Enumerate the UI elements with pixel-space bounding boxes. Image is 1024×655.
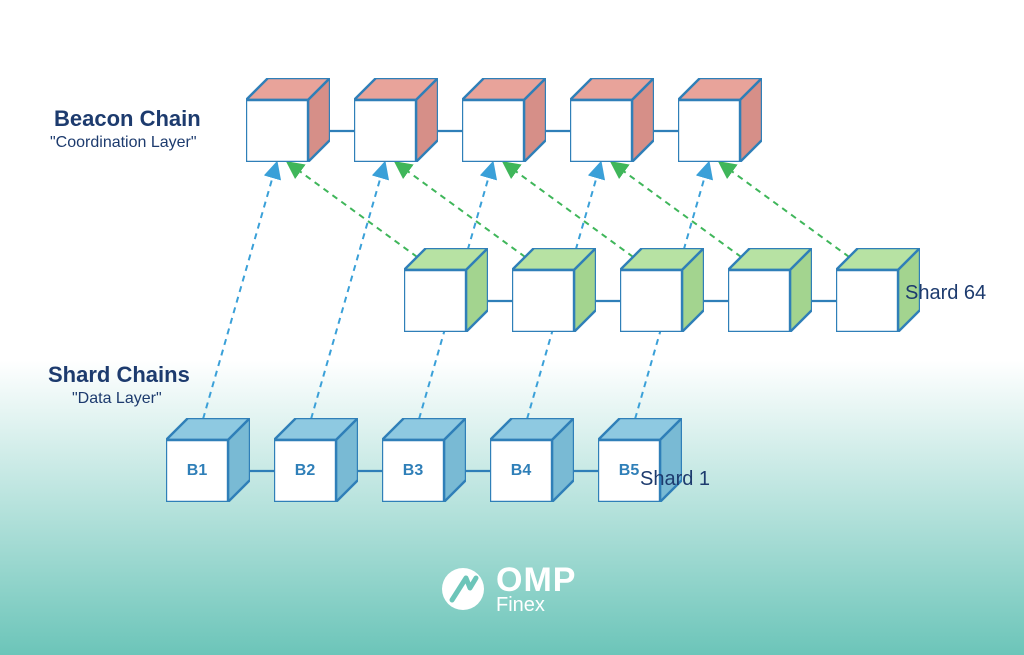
cube-beacon-2 (462, 78, 546, 162)
logo-text-1: OMP (496, 565, 576, 596)
cube-beacon-3 (570, 78, 654, 162)
cube-shard64-1 (512, 248, 596, 332)
cube-beacon-4 (678, 78, 762, 162)
beacon-chain-title: Beacon Chain (54, 106, 201, 132)
cube-label: B2 (274, 462, 336, 480)
cube-shard1-3: B4 (490, 418, 574, 502)
cube-shard1-1: B2 (274, 418, 358, 502)
cube-shard64-3 (728, 248, 812, 332)
shard-chains-title: Shard Chains (48, 362, 190, 388)
cube-label: B3 (382, 462, 444, 480)
logo-icon (440, 566, 486, 612)
shard-1-label: Shard 1 (640, 468, 710, 491)
cube-beacon-1 (354, 78, 438, 162)
cube-shard1-0: B1 (166, 418, 250, 502)
cube-shard64-2 (620, 248, 704, 332)
cube-shard64-0 (404, 248, 488, 332)
cube-beacon-0 (246, 78, 330, 162)
cube-label: B4 (490, 462, 552, 480)
cube-shard1-2: B3 (382, 418, 466, 502)
shard-64-label: Shard 64 (905, 282, 986, 305)
shard-chains-subtitle: "Data Layer" (72, 390, 162, 408)
beacon-chain-subtitle: "Coordination Layer" (50, 134, 197, 152)
omp-finex-logo: OMP Finex (440, 565, 576, 614)
cube-label: B1 (166, 462, 228, 480)
